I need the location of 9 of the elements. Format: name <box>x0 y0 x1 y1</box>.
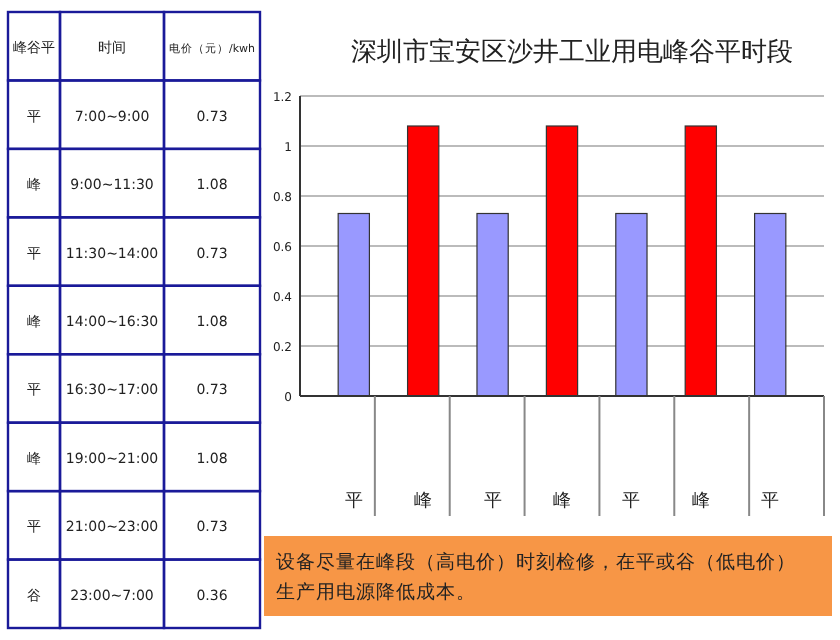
x-tick-label: 平 <box>483 492 502 512</box>
x-tick-label: 峰 <box>553 490 571 512</box>
x-tick-label: 平 <box>622 492 641 512</box>
x-tick-label: 峰 <box>691 490 710 512</box>
x-tick-label: 峰 <box>414 490 433 512</box>
x-tick-label: 平 <box>344 492 363 512</box>
chart-title: 深圳市宝安区沙井工业用电峰谷平时段 <box>351 36 793 68</box>
x-tick-label: 平 <box>761 492 780 512</box>
text: 设备尽量在峰段（高电价）时刻检修，在平或谷（低电价）生产用电源降低成本。 <box>276 550 796 604</box>
